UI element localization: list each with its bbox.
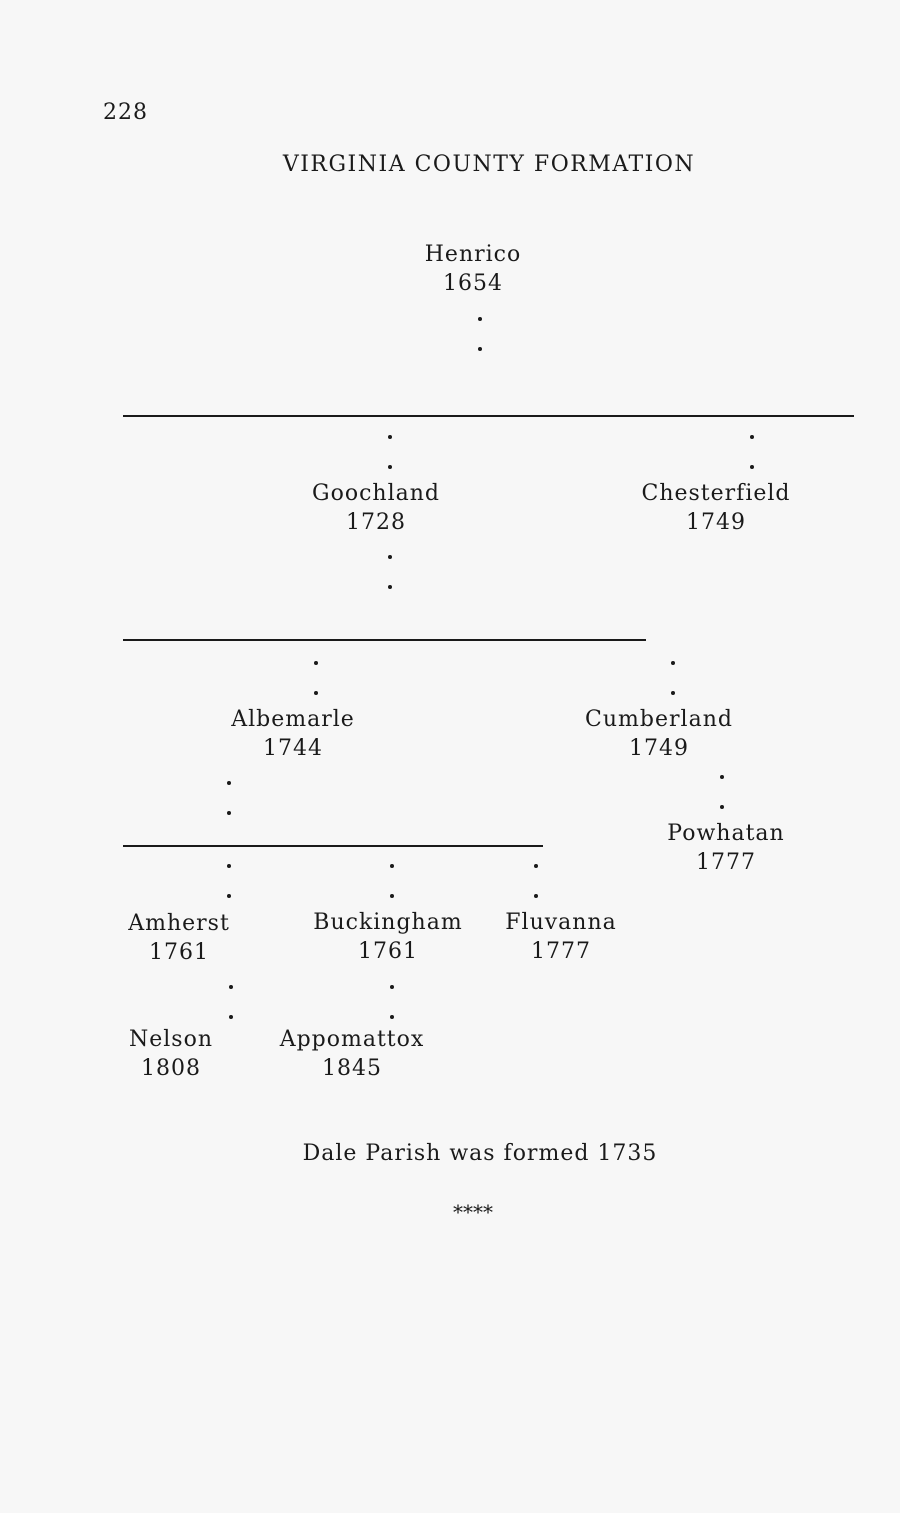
connector-dot — [229, 985, 233, 989]
county-node-chesterfield: Chesterfield 1749 — [641, 479, 790, 537]
county-node-henrico: Henrico 1654 — [425, 240, 522, 298]
connector-dot — [314, 661, 318, 665]
county-node-buckingham: Buckingham 1761 — [313, 908, 462, 966]
connector-dot — [390, 1015, 394, 1019]
footnote-dale-parish: Dale Parish was formed 1735 — [302, 1141, 658, 1166]
county-name: Albemarle — [231, 707, 355, 732]
connector-dot — [671, 691, 675, 695]
connector-dot — [227, 894, 231, 898]
county-year: 1777 — [531, 939, 591, 964]
connector-dot — [390, 864, 394, 868]
county-name: Nelson — [128, 1027, 214, 1052]
county-name: Appomattox — [279, 1027, 425, 1052]
connector-dot — [388, 585, 392, 589]
connector-dot — [534, 864, 538, 868]
connector-dot — [388, 435, 392, 439]
connector-dot — [227, 811, 231, 815]
county-year: 1744 — [262, 736, 323, 761]
county-year: 1761 — [149, 940, 209, 965]
connector-dot — [227, 781, 231, 785]
county-year: 1728 — [346, 510, 406, 535]
county-year: 1654 — [443, 271, 503, 296]
county-node-cumberland: Cumberland 1749 — [585, 705, 733, 763]
section-separator: **** — [453, 1200, 493, 1224]
connector-dot — [388, 555, 392, 559]
connector-dot — [388, 465, 392, 469]
connector-dot — [478, 347, 482, 351]
connector-dot — [227, 864, 231, 868]
county-year: 1749 — [685, 510, 746, 535]
branch-rule-goochland — [123, 639, 646, 641]
connector-dot — [478, 317, 482, 321]
county-name: Buckingham — [313, 910, 463, 935]
county-year: 1845 — [322, 1056, 382, 1081]
connector-dot — [671, 661, 675, 665]
county-name: Chesterfield — [641, 481, 791, 506]
county-year: 1808 — [140, 1056, 201, 1081]
connector-dot — [720, 775, 724, 779]
connector-dot — [534, 894, 538, 898]
county-name: Cumberland — [585, 707, 733, 732]
branch-rule-albemarle — [123, 845, 543, 847]
connector-dot — [720, 805, 724, 809]
connector-dot — [314, 691, 318, 695]
connector-dot — [750, 465, 754, 469]
county-name: Fluvanna — [505, 910, 617, 935]
connector-dot — [390, 985, 394, 989]
county-node-nelson: Nelson 1808 — [129, 1025, 213, 1083]
connector-dot — [750, 435, 754, 439]
county-node-fluvanna: Fluvanna 1777 — [505, 908, 616, 966]
county-node-appomattox: Appomattox 1845 — [280, 1025, 425, 1083]
county-year: 1761 — [358, 939, 418, 964]
county-node-powhatan: Powhatan 1777 — [667, 819, 784, 877]
county-node-amherst: Amherst 1761 — [128, 909, 230, 967]
page-number: 228 — [103, 100, 148, 125]
county-node-goochland: Goochland 1728 — [312, 479, 440, 537]
diagram-title: VIRGINIA COUNTY FORMATION — [282, 152, 696, 177]
county-name: Amherst — [128, 911, 230, 936]
county-name: Henrico — [424, 242, 522, 267]
branch-rule-henrico — [123, 415, 854, 417]
connector-dot — [390, 894, 394, 898]
county-node-albemarle: Albemarle 1744 — [231, 705, 355, 763]
county-year: 1749 — [628, 736, 689, 761]
connector-dot — [229, 1015, 233, 1019]
county-year: 1777 — [696, 850, 756, 875]
county-name: Goochland — [312, 481, 440, 506]
county-name: Powhatan — [667, 821, 785, 846]
